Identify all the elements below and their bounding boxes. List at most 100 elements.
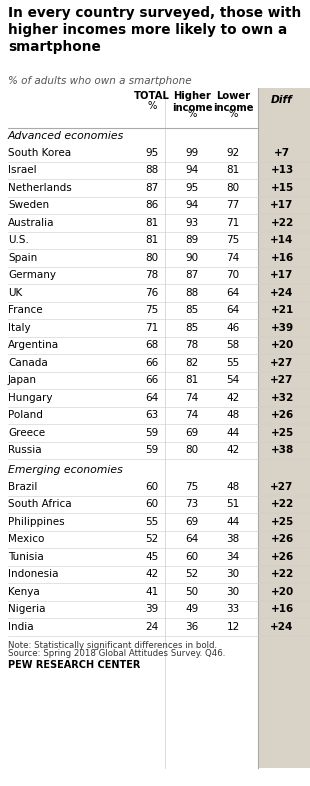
Text: 71: 71 xyxy=(226,218,240,228)
Text: Italy: Italy xyxy=(8,323,31,332)
Text: 82: 82 xyxy=(185,358,199,368)
Text: 42: 42 xyxy=(226,445,240,455)
Text: Netherlands: Netherlands xyxy=(8,183,72,193)
Text: +7: +7 xyxy=(274,148,290,158)
Text: Greece: Greece xyxy=(8,428,45,438)
Text: Philippines: Philippines xyxy=(8,516,64,527)
Bar xyxy=(258,88,310,768)
Text: +21: +21 xyxy=(270,305,294,315)
Text: +27: +27 xyxy=(270,482,294,492)
Text: +20: +20 xyxy=(270,587,294,597)
Text: 81: 81 xyxy=(145,218,159,228)
Text: +22: +22 xyxy=(270,218,294,228)
Text: India: India xyxy=(8,622,33,632)
Text: 33: 33 xyxy=(226,604,240,614)
Text: Israel: Israel xyxy=(8,165,37,175)
Text: +24: +24 xyxy=(270,622,294,632)
Text: 63: 63 xyxy=(145,410,159,421)
Text: 60: 60 xyxy=(145,482,158,492)
Text: 49: 49 xyxy=(185,604,199,614)
Text: 89: 89 xyxy=(185,235,199,245)
Text: 52: 52 xyxy=(145,534,159,544)
Text: 78: 78 xyxy=(185,340,199,351)
Text: 66: 66 xyxy=(145,358,159,368)
Text: 12: 12 xyxy=(226,622,240,632)
Text: %: % xyxy=(187,109,197,119)
Text: 64: 64 xyxy=(226,305,240,315)
Text: 95: 95 xyxy=(185,183,199,193)
Text: +16: +16 xyxy=(270,253,294,263)
Text: +22: +22 xyxy=(270,499,294,509)
Text: 87: 87 xyxy=(145,183,159,193)
Text: Tunisia: Tunisia xyxy=(8,552,44,562)
Text: +14: +14 xyxy=(270,235,294,245)
Text: Lower
income: Lower income xyxy=(213,91,253,112)
Text: 68: 68 xyxy=(145,340,159,351)
Text: 38: 38 xyxy=(226,534,240,544)
Text: Mexico: Mexico xyxy=(8,534,44,544)
Text: 54: 54 xyxy=(226,375,240,385)
Text: 41: 41 xyxy=(145,587,159,597)
Text: France: France xyxy=(8,305,43,315)
Text: +27: +27 xyxy=(270,358,294,368)
Text: 60: 60 xyxy=(145,499,158,509)
Text: Russia: Russia xyxy=(8,445,42,455)
Text: +25: +25 xyxy=(270,516,294,527)
Text: 87: 87 xyxy=(185,270,199,281)
Text: UK: UK xyxy=(8,288,22,298)
Text: 88: 88 xyxy=(145,165,159,175)
Text: 64: 64 xyxy=(145,393,159,402)
Text: Note: Statistically significant differences in bold.: Note: Statistically significant differen… xyxy=(8,641,217,649)
Text: 80: 80 xyxy=(226,183,240,193)
Text: +20: +20 xyxy=(270,340,294,351)
Text: +32: +32 xyxy=(270,393,294,402)
Text: 59: 59 xyxy=(145,445,159,455)
Text: +27: +27 xyxy=(270,375,294,385)
Text: 42: 42 xyxy=(226,393,240,402)
Text: 30: 30 xyxy=(226,587,240,597)
Text: 78: 78 xyxy=(145,270,159,281)
Text: 59: 59 xyxy=(145,428,159,438)
Text: Argentina: Argentina xyxy=(8,340,59,351)
Text: Advanced economies: Advanced economies xyxy=(8,131,124,141)
Text: 34: 34 xyxy=(226,552,240,562)
Text: 81: 81 xyxy=(145,235,159,245)
Text: 66: 66 xyxy=(145,375,159,385)
Text: Emerging economies: Emerging economies xyxy=(8,465,123,475)
Text: 70: 70 xyxy=(226,270,240,281)
Text: 48: 48 xyxy=(226,482,240,492)
Text: 58: 58 xyxy=(226,340,240,351)
Text: U.S.: U.S. xyxy=(8,235,29,245)
Text: 74: 74 xyxy=(185,410,199,421)
Text: 90: 90 xyxy=(185,253,199,263)
Text: 95: 95 xyxy=(145,148,159,158)
Text: 80: 80 xyxy=(185,445,199,455)
Text: 69: 69 xyxy=(185,516,199,527)
Text: 92: 92 xyxy=(226,148,240,158)
Text: +16: +16 xyxy=(270,604,294,614)
Text: 76: 76 xyxy=(145,288,159,298)
Text: 55: 55 xyxy=(226,358,240,368)
Text: 55: 55 xyxy=(145,516,159,527)
Text: Brazil: Brazil xyxy=(8,482,38,492)
Text: 46: 46 xyxy=(226,323,240,332)
Text: Kenya: Kenya xyxy=(8,587,40,597)
Text: 50: 50 xyxy=(185,587,199,597)
Text: 88: 88 xyxy=(185,288,199,298)
Text: TOTAL: TOTAL xyxy=(134,91,170,101)
Text: +26: +26 xyxy=(270,410,294,421)
Text: +26: +26 xyxy=(270,534,294,544)
Text: Nigeria: Nigeria xyxy=(8,604,46,614)
Text: +13: +13 xyxy=(270,165,294,175)
Text: %: % xyxy=(147,101,157,111)
Text: Hungary: Hungary xyxy=(8,393,52,402)
Text: Source: Spring 2018 Global Attitudes Survey. Q46.: Source: Spring 2018 Global Attitudes Sur… xyxy=(8,649,225,659)
Text: 85: 85 xyxy=(185,305,199,315)
Text: 44: 44 xyxy=(226,516,240,527)
Text: 45: 45 xyxy=(145,552,159,562)
Text: 51: 51 xyxy=(226,499,240,509)
Text: 74: 74 xyxy=(226,253,240,263)
Text: Australia: Australia xyxy=(8,218,55,228)
Text: 30: 30 xyxy=(226,569,240,579)
Text: +26: +26 xyxy=(270,552,294,562)
